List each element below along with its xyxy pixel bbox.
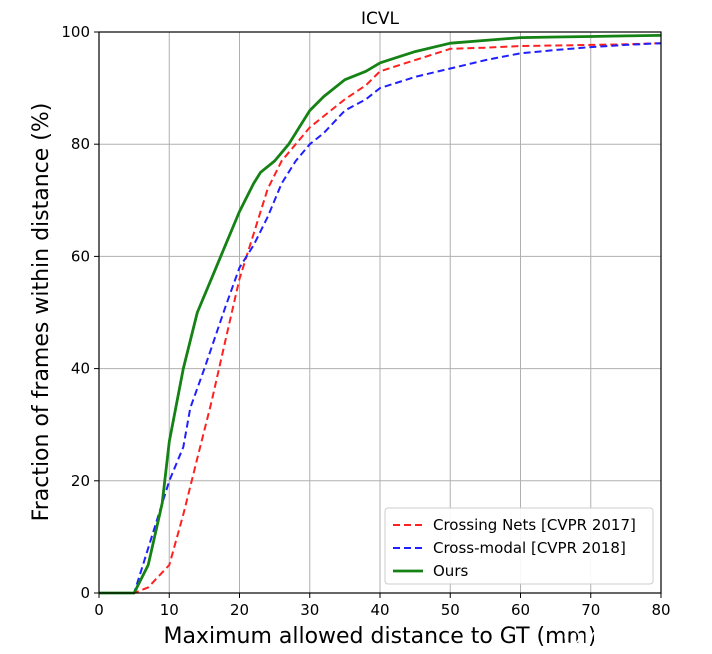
legend-box: [384, 507, 654, 585]
y-tick-label: 80: [71, 135, 90, 153]
y-tick-label: 20: [71, 472, 90, 490]
y-tick-label: 40: [71, 360, 90, 378]
x-tick-label: 60: [511, 601, 530, 619]
wechat-icon: [564, 629, 580, 645]
series-line-crossing-nets-cvpr-2017: [99, 42, 662, 594]
watermark: MVPRLab: [564, 629, 654, 647]
y-tick-label: 60: [71, 247, 90, 265]
x-tick-label: 50: [441, 601, 460, 619]
y-tick-label: 100: [61, 23, 90, 41]
axis-ticks: 0 10 20 30 40 50 60 70 80 0 20 40 60 80 100: [61, 23, 670, 619]
x-tick-label: 10: [160, 601, 179, 619]
x-tick-label: 80: [651, 601, 670, 619]
y-axis-label: Fraction of frames within distance (%): [29, 103, 54, 522]
series-line-ours: [99, 34, 662, 595]
legend-label: Ours: [433, 562, 468, 580]
series-lines: [99, 34, 662, 595]
x-tick-label: 20: [230, 601, 249, 619]
legend-label: Cross-modal [CVPR 2018]: [433, 539, 626, 557]
watermark-text: MVPRLab: [584, 629, 654, 647]
series-line-cross-modal-cvpr-2018: [99, 42, 662, 594]
legend-label: Crossing Nets [CVPR 2017]: [433, 516, 636, 534]
y-tick-label: 0: [80, 584, 90, 602]
x-axis-label: Maximum allowed distance to GT (mm): [163, 624, 596, 649]
x-tick-label: 40: [370, 601, 389, 619]
chart-title: ICVL: [361, 9, 400, 29]
x-tick-label: 70: [581, 601, 600, 619]
x-tick-label: 30: [300, 601, 319, 619]
legend: Crossing Nets [CVPR 2017] Cross-modal [CV…: [384, 507, 654, 585]
x-tick-label: 0: [94, 601, 104, 619]
